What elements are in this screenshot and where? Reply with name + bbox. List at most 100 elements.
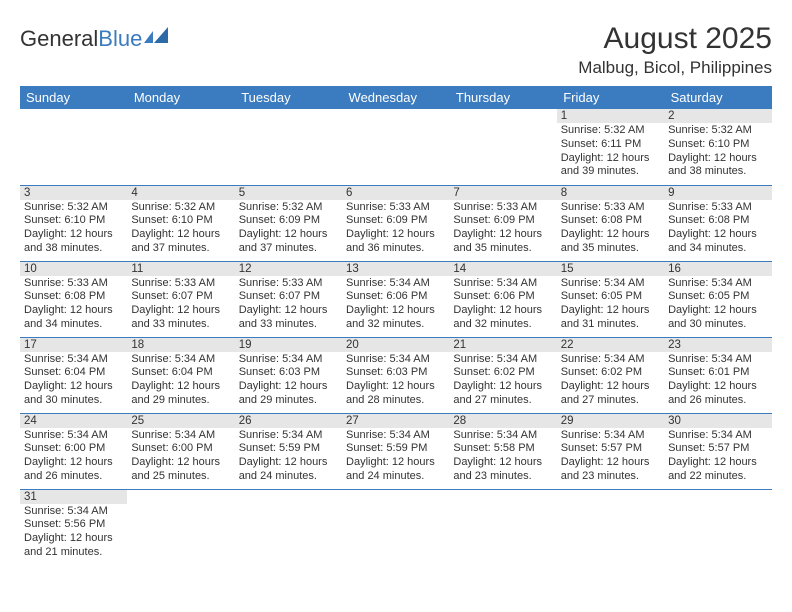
day-cell: 14Sunrise: 5:34 AMSunset: 6:06 PMDayligh… <box>449 261 556 337</box>
daylight-line2: and 37 minutes. <box>131 242 230 256</box>
sunrise: Sunrise: 5:32 AM <box>24 201 123 215</box>
daylight-line2: and 23 minutes. <box>453 470 552 484</box>
day-number: 26 <box>235 414 342 428</box>
daylight-line1: Daylight: 12 hours <box>24 532 123 546</box>
sunrise: Sunrise: 5:32 AM <box>239 201 338 215</box>
title-block: August 2025 Malbug, Bicol, Philippines <box>578 22 772 78</box>
day-cell: 5Sunrise: 5:32 AMSunset: 6:09 PMDaylight… <box>235 185 342 261</box>
day-details: Sunrise: 5:34 AMSunset: 5:57 PMDaylight:… <box>664 428 771 486</box>
sunrise: Sunrise: 5:34 AM <box>453 277 552 291</box>
day-cell <box>235 109 342 185</box>
week-row: 17Sunrise: 5:34 AMSunset: 6:04 PMDayligh… <box>20 337 772 413</box>
day-cell <box>20 109 127 185</box>
daylight-line1: Daylight: 12 hours <box>24 456 123 470</box>
sunrise: Sunrise: 5:34 AM <box>346 277 445 291</box>
daylight-line2: and 22 minutes. <box>668 470 767 484</box>
day-details: Sunrise: 5:34 AMSunset: 6:04 PMDaylight:… <box>20 352 127 410</box>
day-details: Sunrise: 5:33 AMSunset: 6:09 PMDaylight:… <box>449 200 556 258</box>
day-cell <box>235 489 342 565</box>
day-number: 22 <box>557 338 664 352</box>
sunset: Sunset: 6:01 PM <box>668 366 767 380</box>
day-cell: 12Sunrise: 5:33 AMSunset: 6:07 PMDayligh… <box>235 261 342 337</box>
day-details: Sunrise: 5:34 AMSunset: 6:04 PMDaylight:… <box>127 352 234 410</box>
sunset: Sunset: 6:09 PM <box>239 214 338 228</box>
week-row: 1Sunrise: 5:32 AMSunset: 6:11 PMDaylight… <box>20 109 772 185</box>
day-cell: 9Sunrise: 5:33 AMSunset: 6:08 PMDaylight… <box>664 185 771 261</box>
sunrise: Sunrise: 5:34 AM <box>668 429 767 443</box>
logo-text-b: Blue <box>98 26 142 52</box>
daylight-line1: Daylight: 12 hours <box>131 304 230 318</box>
daylight-line2: and 21 minutes. <box>24 546 123 560</box>
daylight-line1: Daylight: 12 hours <box>453 304 552 318</box>
day-cell: 8Sunrise: 5:33 AMSunset: 6:08 PMDaylight… <box>557 185 664 261</box>
sunset: Sunset: 6:02 PM <box>561 366 660 380</box>
day-cell <box>664 489 771 565</box>
daylight-line1: Daylight: 12 hours <box>24 304 123 318</box>
daylight-line1: Daylight: 12 hours <box>561 304 660 318</box>
week-row: 10Sunrise: 5:33 AMSunset: 6:08 PMDayligh… <box>20 261 772 337</box>
col-monday: Monday <box>127 86 234 109</box>
daylight-line2: and 34 minutes. <box>668 242 767 256</box>
day-cell: 24Sunrise: 5:34 AMSunset: 6:00 PMDayligh… <box>20 413 127 489</box>
daylight-line2: and 33 minutes. <box>131 318 230 332</box>
sunrise: Sunrise: 5:34 AM <box>668 353 767 367</box>
day-number: 13 <box>342 262 449 276</box>
sunrise: Sunrise: 5:34 AM <box>131 353 230 367</box>
day-cell: 28Sunrise: 5:34 AMSunset: 5:58 PMDayligh… <box>449 413 556 489</box>
sunset: Sunset: 6:07 PM <box>131 290 230 304</box>
day-number: 23 <box>664 338 771 352</box>
sunset: Sunset: 6:05 PM <box>561 290 660 304</box>
day-number: 24 <box>20 414 127 428</box>
daylight-line2: and 30 minutes. <box>668 318 767 332</box>
day-details: Sunrise: 5:32 AMSunset: 6:10 PMDaylight:… <box>20 200 127 258</box>
day-details: Sunrise: 5:33 AMSunset: 6:08 PMDaylight:… <box>20 276 127 334</box>
day-details: Sunrise: 5:33 AMSunset: 6:09 PMDaylight:… <box>342 200 449 258</box>
daylight-line1: Daylight: 12 hours <box>131 228 230 242</box>
sunrise: Sunrise: 5:33 AM <box>561 201 660 215</box>
daylight-line2: and 39 minutes. <box>561 165 660 179</box>
col-tuesday: Tuesday <box>235 86 342 109</box>
location: Malbug, Bicol, Philippines <box>578 58 772 78</box>
day-details: Sunrise: 5:34 AMSunset: 5:56 PMDaylight:… <box>20 504 127 562</box>
day-number: 5 <box>235 186 342 200</box>
day-number: 15 <box>557 262 664 276</box>
sunrise: Sunrise: 5:34 AM <box>453 353 552 367</box>
daylight-line1: Daylight: 12 hours <box>131 456 230 470</box>
daylight-line1: Daylight: 12 hours <box>668 380 767 394</box>
day-cell: 2Sunrise: 5:32 AMSunset: 6:10 PMDaylight… <box>664 109 771 185</box>
sunrise: Sunrise: 5:34 AM <box>131 429 230 443</box>
sunset: Sunset: 6:06 PM <box>346 290 445 304</box>
sunset: Sunset: 5:56 PM <box>24 518 123 532</box>
day-cell: 22Sunrise: 5:34 AMSunset: 6:02 PMDayligh… <box>557 337 664 413</box>
day-number: 6 <box>342 186 449 200</box>
day-cell <box>449 489 556 565</box>
daylight-line2: and 23 minutes. <box>561 470 660 484</box>
sunset: Sunset: 6:00 PM <box>24 442 123 456</box>
calendar-page: GeneralBlue August 2025 Malbug, Bicol, P… <box>0 0 792 565</box>
daylight-line2: and 27 minutes. <box>561 394 660 408</box>
day-details: Sunrise: 5:34 AMSunset: 6:06 PMDaylight:… <box>449 276 556 334</box>
sunrise: Sunrise: 5:34 AM <box>346 353 445 367</box>
day-details: Sunrise: 5:34 AMSunset: 5:59 PMDaylight:… <box>235 428 342 486</box>
day-number: 31 <box>20 490 127 504</box>
daylight-line1: Daylight: 12 hours <box>561 228 660 242</box>
week-row: 24Sunrise: 5:34 AMSunset: 6:00 PMDayligh… <box>20 413 772 489</box>
month-title: August 2025 <box>578 22 772 56</box>
day-cell <box>342 109 449 185</box>
sunrise: Sunrise: 5:33 AM <box>453 201 552 215</box>
day-number: 1 <box>557 109 664 123</box>
sunrise: Sunrise: 5:34 AM <box>668 277 767 291</box>
sunset: Sunset: 6:08 PM <box>24 290 123 304</box>
daylight-line2: and 37 minutes. <box>239 242 338 256</box>
day-cell <box>342 489 449 565</box>
sunrise: Sunrise: 5:32 AM <box>668 124 767 138</box>
sunrise: Sunrise: 5:34 AM <box>24 353 123 367</box>
sunset: Sunset: 6:06 PM <box>453 290 552 304</box>
daylight-line2: and 35 minutes. <box>453 242 552 256</box>
day-cell: 23Sunrise: 5:34 AMSunset: 6:01 PMDayligh… <box>664 337 771 413</box>
sunset: Sunset: 6:09 PM <box>346 214 445 228</box>
day-details: Sunrise: 5:34 AMSunset: 6:03 PMDaylight:… <box>342 352 449 410</box>
daylight-line2: and 27 minutes. <box>453 394 552 408</box>
day-cell: 4Sunrise: 5:32 AMSunset: 6:10 PMDaylight… <box>127 185 234 261</box>
daylight-line2: and 31 minutes. <box>561 318 660 332</box>
